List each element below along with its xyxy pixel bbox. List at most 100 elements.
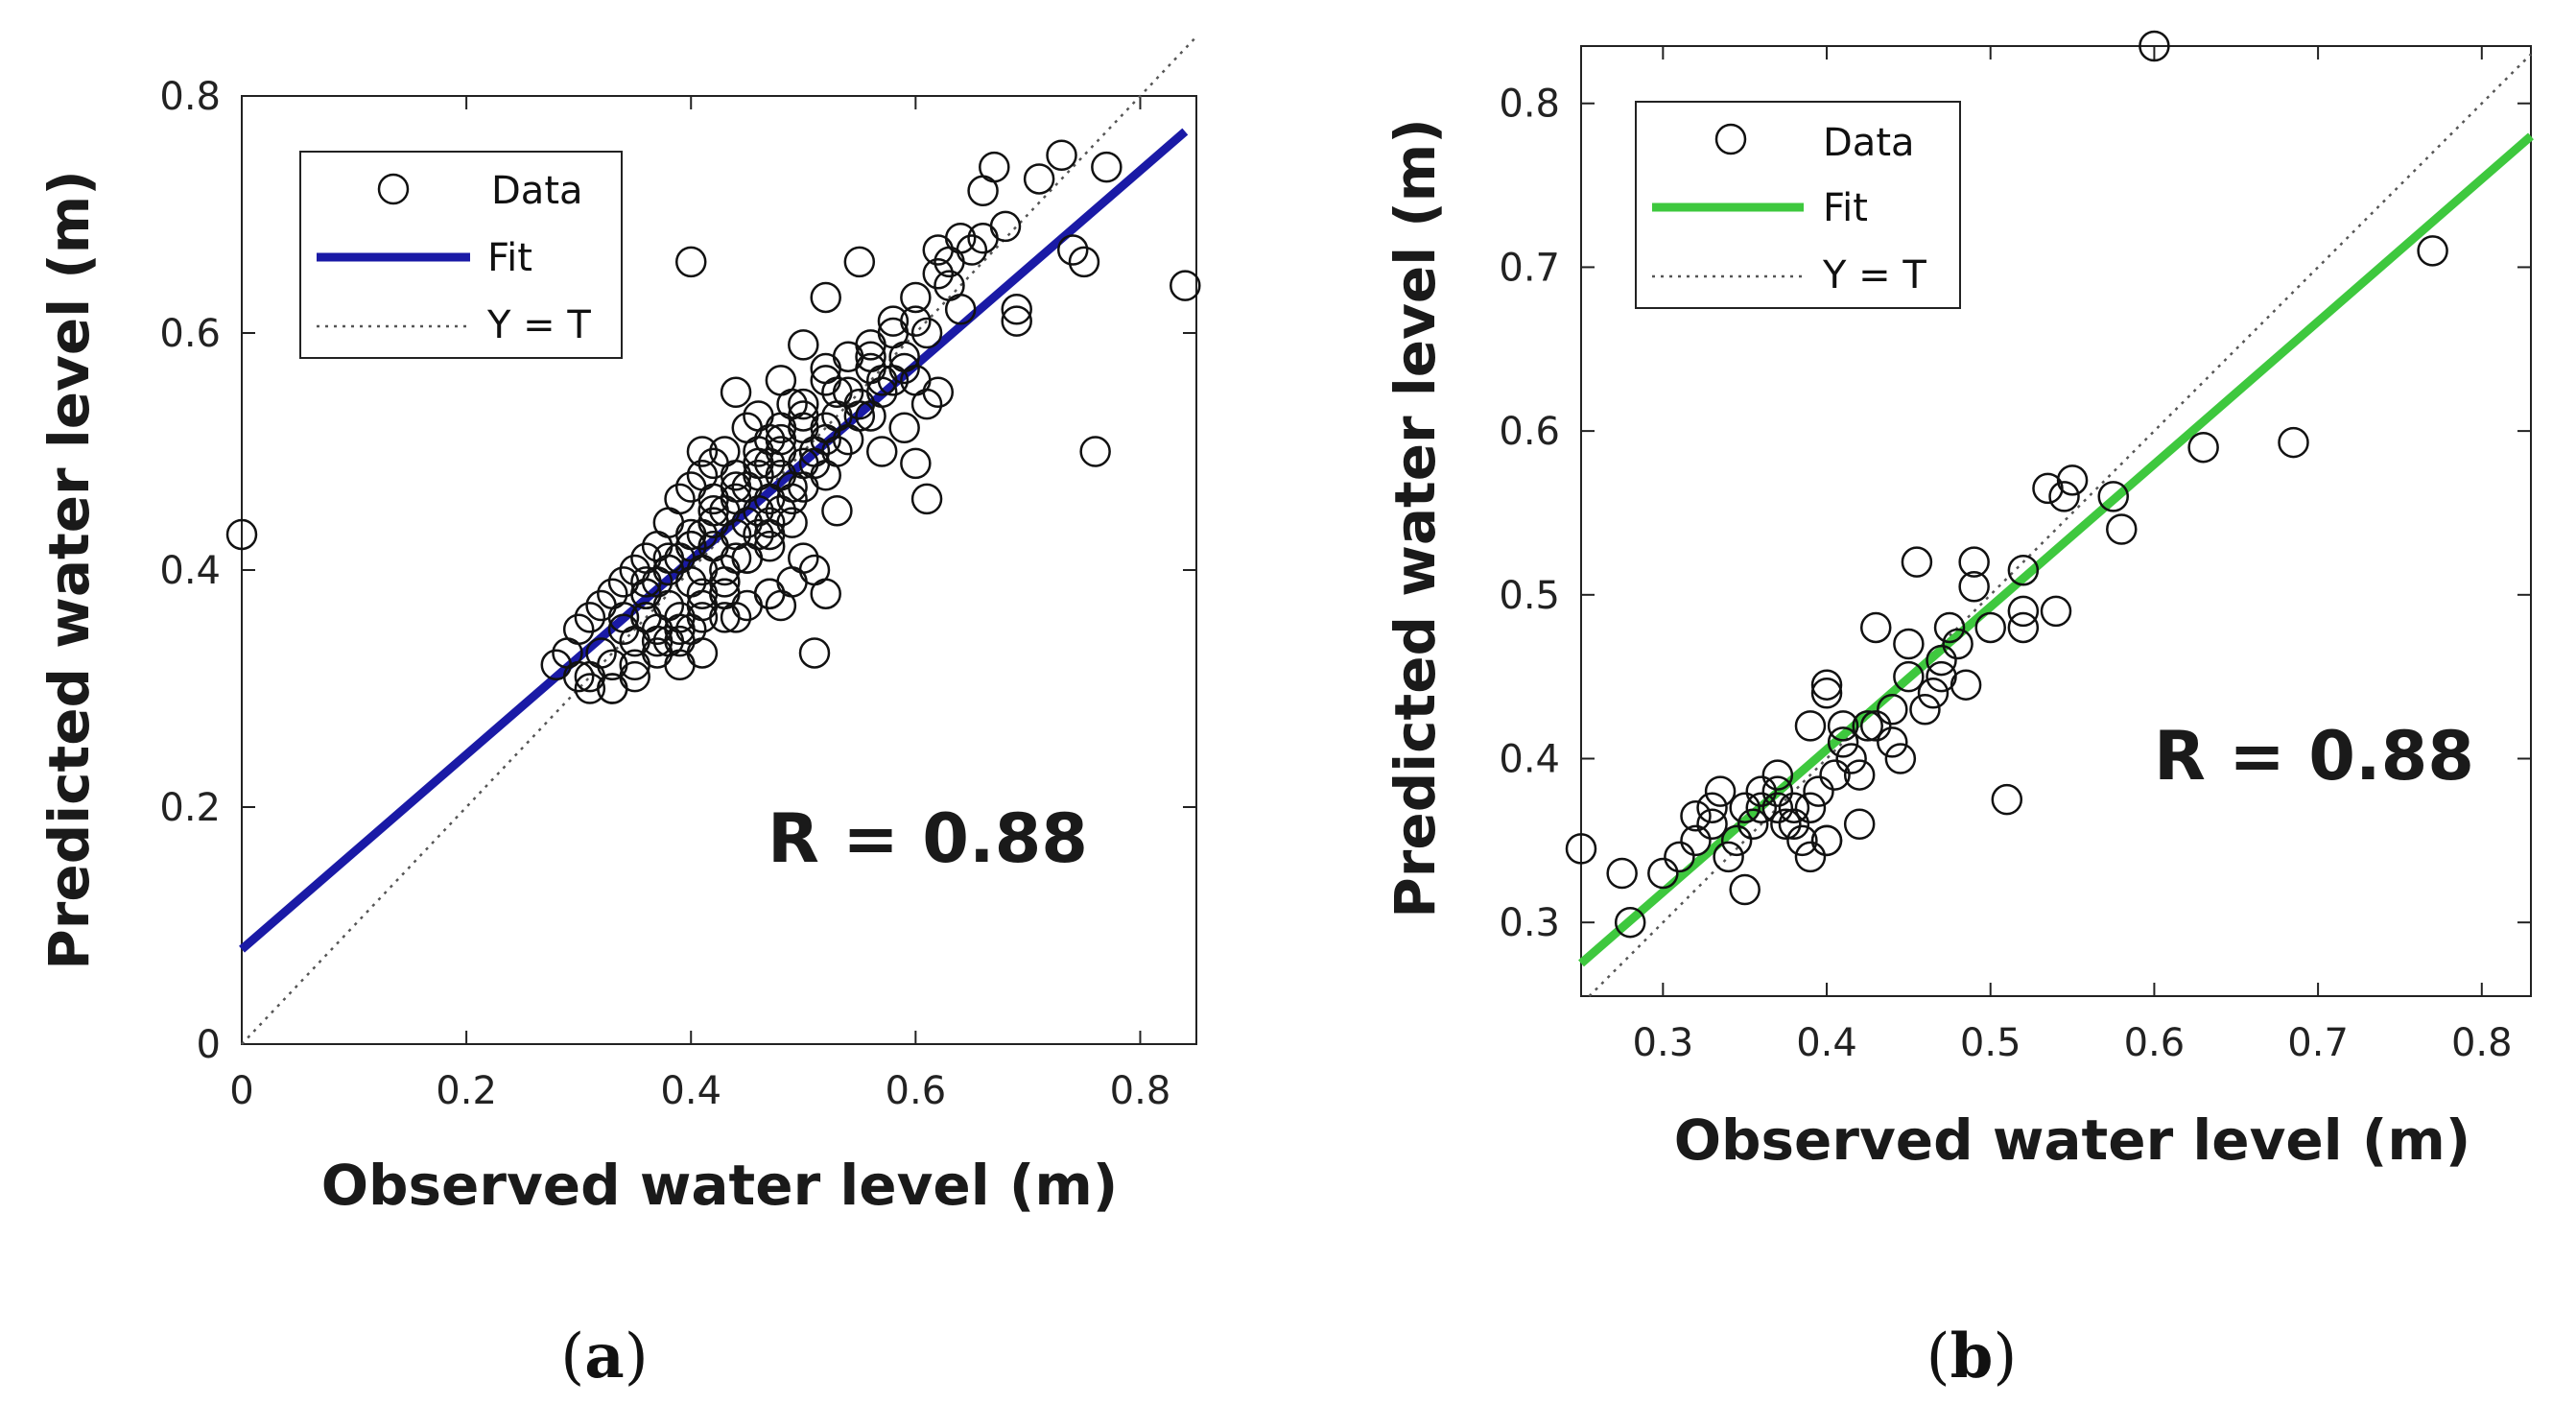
data-point (2056, 464, 2089, 496)
data-point (2007, 554, 2040, 586)
data-point (1761, 775, 1794, 807)
data-point (652, 554, 685, 586)
data-point (1680, 824, 1712, 857)
data-point (832, 423, 864, 456)
a-tick-labels: 0 0.2 0.4 0.6 0.8 0 0.2 0.4 0.6 0.8 (159, 75, 1170, 1113)
data-point (1877, 694, 1908, 726)
y-tick-label: 0.4 (159, 549, 221, 593)
data-point (1729, 792, 1761, 823)
data-point (979, 151, 1010, 183)
data-point (888, 412, 920, 444)
data-point (2007, 611, 2040, 644)
data-point (2139, 30, 2170, 62)
x-tick-label: 0.7 (2287, 1021, 2349, 1065)
data-point (641, 566, 674, 598)
data-point (776, 483, 808, 515)
data-point (1664, 841, 1695, 873)
data-point (765, 436, 797, 467)
data-point (2278, 426, 2309, 459)
data-point (855, 329, 886, 361)
data-point (709, 578, 741, 609)
x-tick-label: 0.8 (2451, 1021, 2513, 1065)
data-point (2032, 472, 2064, 505)
data-point (900, 305, 932, 337)
data-point (619, 649, 650, 681)
data-point (1917, 677, 1950, 709)
data-point (1843, 808, 1876, 841)
x-tick-label: 0.4 (1796, 1021, 1857, 1065)
data-point (788, 412, 819, 444)
data-point (865, 436, 898, 467)
data-point (743, 459, 774, 491)
data-point (1778, 808, 1810, 841)
data-point (1647, 857, 1679, 890)
data-point (1991, 783, 2023, 816)
data-point (1745, 792, 1778, 823)
data-point (574, 602, 606, 633)
b-panel-label: (b) (1926, 1321, 2018, 1392)
data-point (1827, 726, 1859, 758)
data-point (1704, 775, 1737, 807)
y-tick-label: 0.8 (159, 75, 221, 119)
data-point (2106, 513, 2138, 545)
data-point (1933, 611, 1966, 644)
data-point (1884, 743, 1917, 774)
data-point (1794, 792, 1827, 823)
data-point (798, 637, 831, 669)
data-point (720, 483, 752, 515)
data-point (810, 578, 841, 609)
a-fit-line (239, 128, 1189, 953)
data-point (585, 637, 617, 669)
x-tick-label: 0.6 (2124, 1021, 2186, 1065)
data-point (1827, 710, 1859, 742)
data-point (788, 388, 819, 420)
b-legend-fit-label: Fit (1823, 186, 1868, 230)
data-point (1091, 151, 1123, 183)
data-point (1614, 906, 1646, 939)
data-point (855, 341, 886, 372)
data-point (989, 210, 1022, 243)
data-point (900, 281, 932, 314)
data-point (2007, 595, 2040, 628)
data-point (1696, 792, 1728, 823)
data-point (944, 222, 977, 254)
data-point (720, 542, 752, 574)
data-point (1761, 759, 1794, 791)
data-point (2097, 481, 2129, 512)
b-tick-labels: 0.3 0.4 0.5 0.6 0.7 0.8 0.3 0.4 0.5 0.6 0.7 0.8 (1499, 83, 2512, 1065)
data-point (562, 660, 595, 693)
data-point (1852, 710, 1883, 742)
data-point (597, 673, 628, 704)
data-point (753, 507, 786, 538)
data-point (788, 400, 819, 432)
data-point (1958, 571, 1990, 603)
data-point (1810, 824, 1843, 857)
data-point (2040, 595, 2072, 628)
y-tick-label: 0 (197, 1023, 221, 1067)
x-tick-label: 0.6 (886, 1069, 947, 1113)
a-legend-fit-label: Fit (487, 236, 532, 280)
data-point (574, 673, 606, 704)
a-ticks (241, 95, 1196, 1045)
b-xlabel: Observed water level (m) (1674, 1107, 2471, 1173)
data-point (2048, 481, 2080, 512)
data-point (1680, 799, 1712, 832)
data-point (956, 234, 988, 266)
data-point (765, 589, 797, 622)
data-point (686, 436, 719, 467)
data-point (1803, 775, 1834, 807)
panel-b: 0.3 0.4 0.5 0.6 0.7 0.8 0.3 0.4 0.5 0.6 0.7 0.8 Dat… (1383, 30, 2534, 1392)
data-point (1926, 644, 1957, 677)
data-point (753, 578, 786, 609)
data-point (1023, 163, 1055, 195)
data-point (1810, 669, 1843, 701)
y-tick-label: 0.3 (1499, 901, 1560, 945)
data-point (843, 246, 876, 278)
data-point (1877, 726, 1908, 758)
y-tick-label: 0.6 (1499, 410, 1560, 454)
data-point (225, 518, 258, 551)
data-point (888, 352, 920, 385)
b-legend-data-marker (1714, 123, 1747, 155)
data-point (776, 507, 808, 538)
data-point (1761, 792, 1794, 823)
